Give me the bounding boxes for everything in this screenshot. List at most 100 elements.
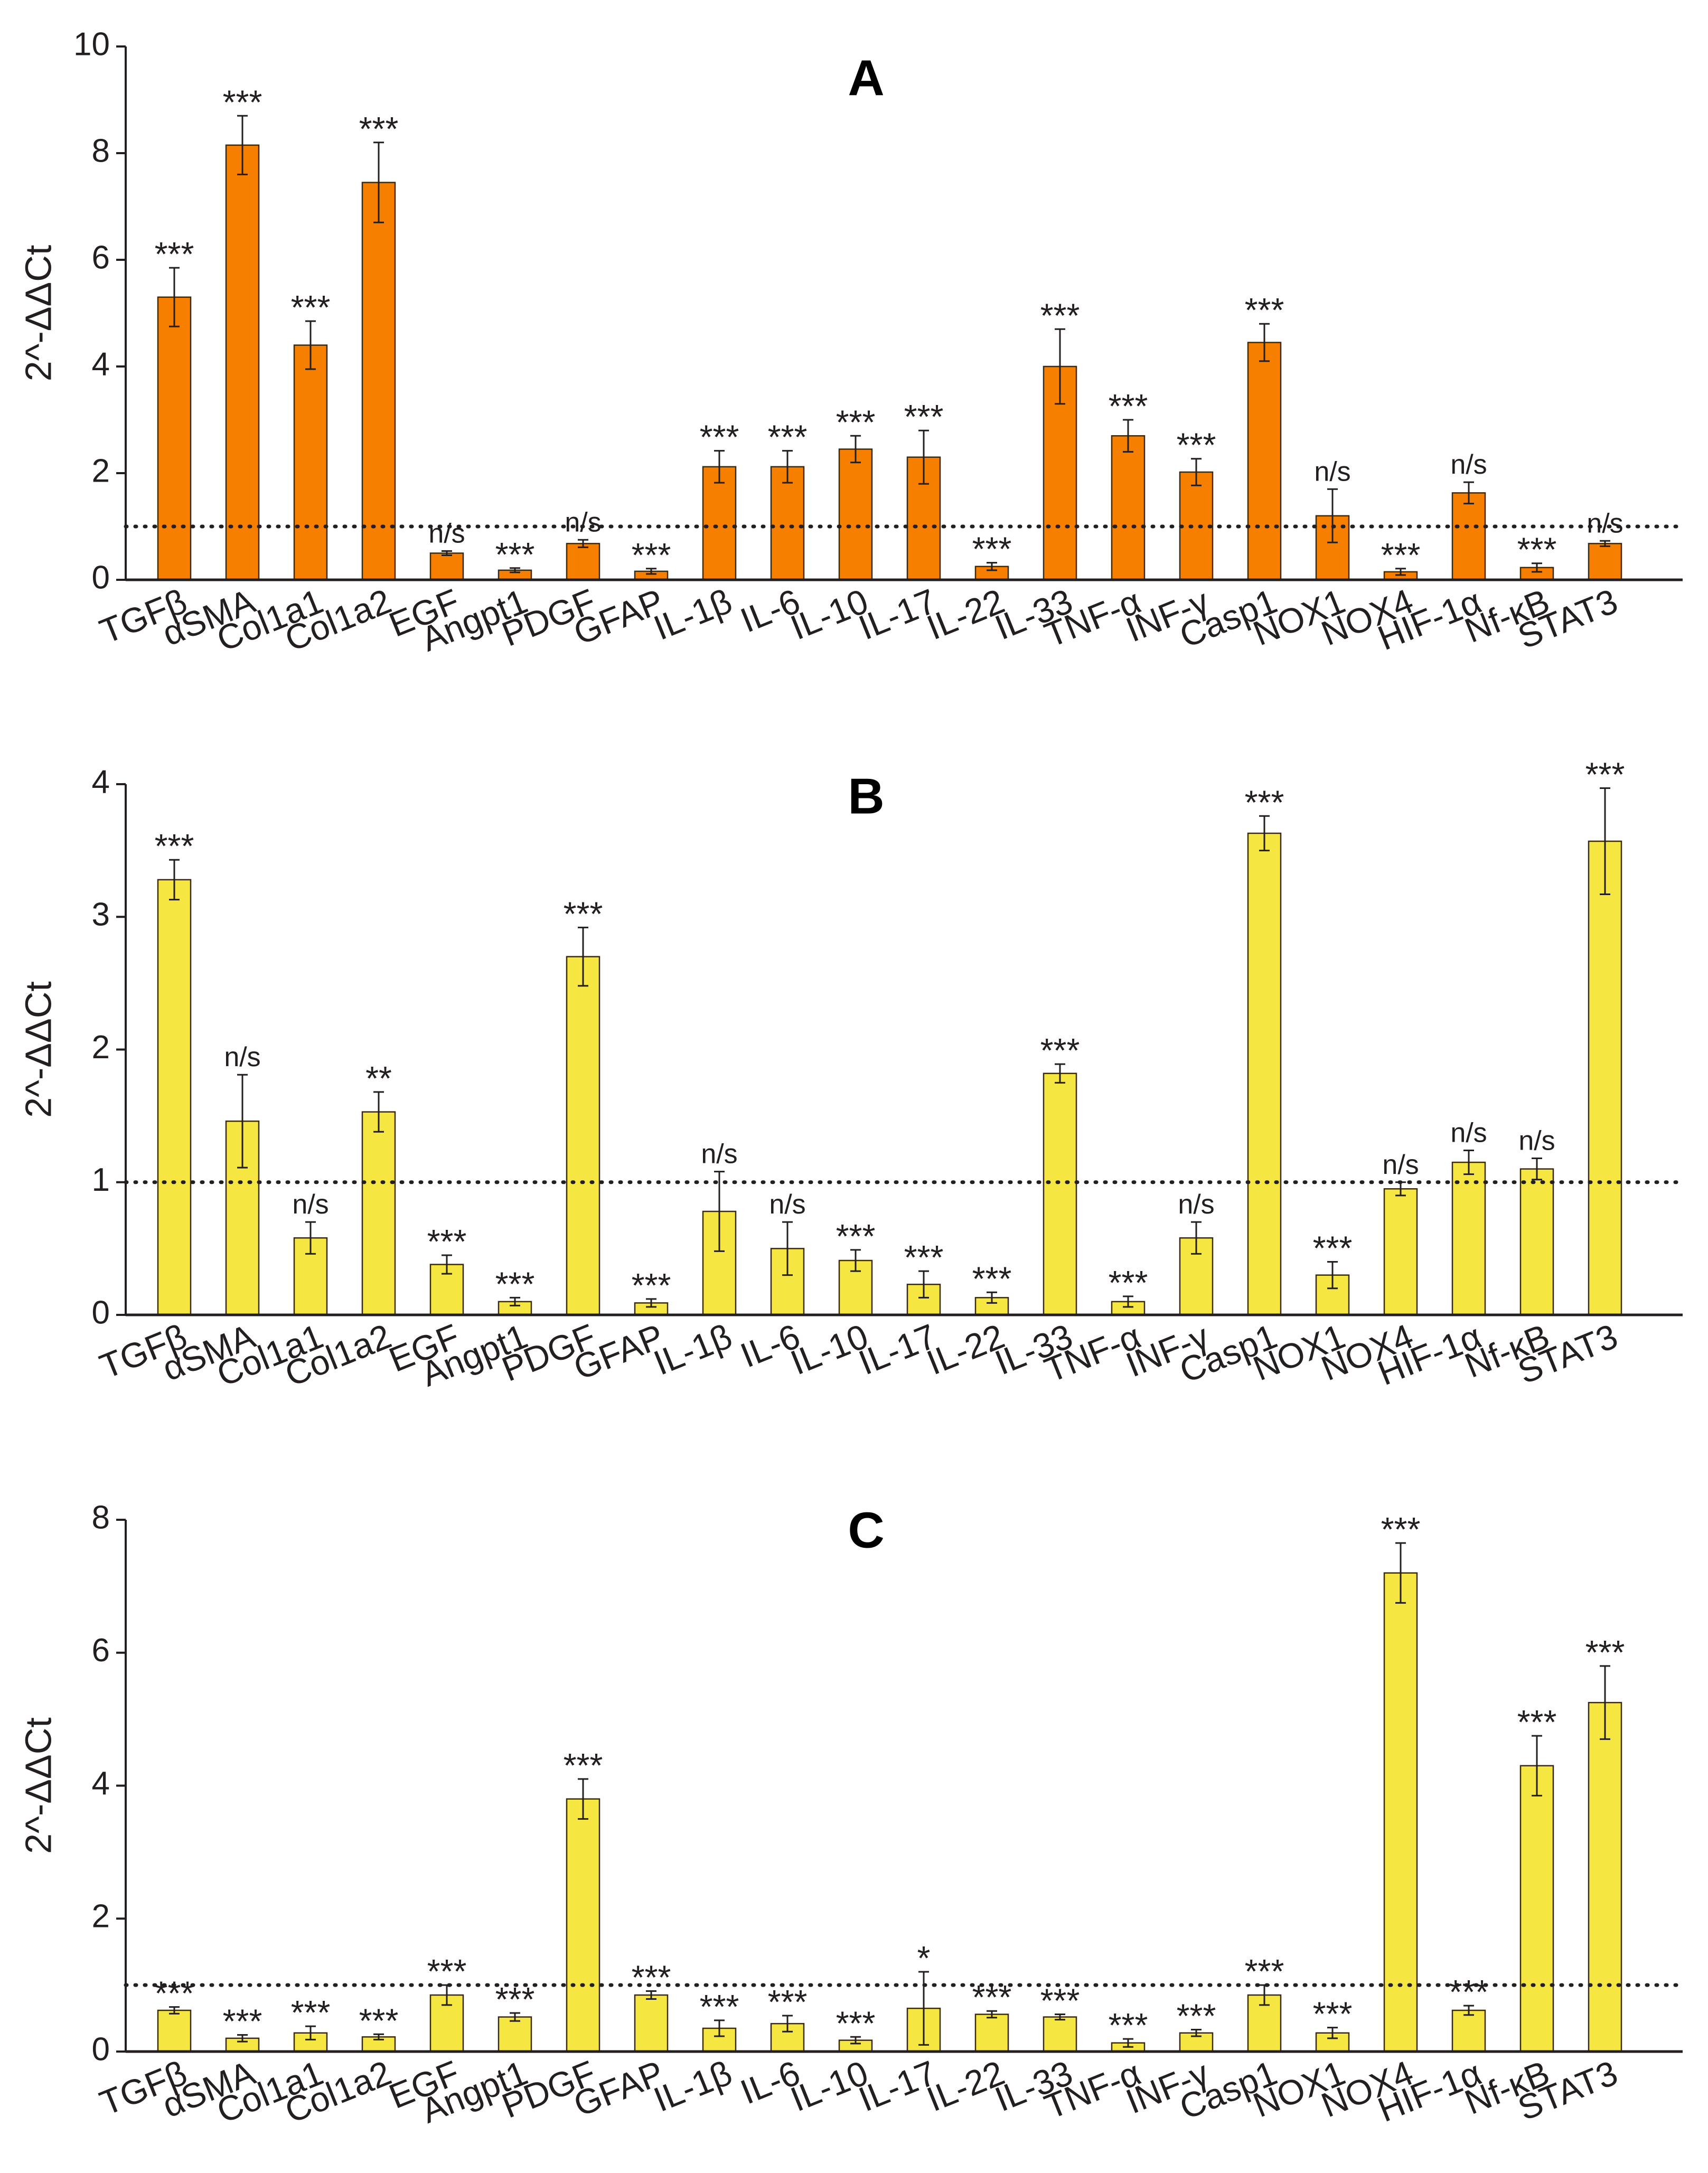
bar	[838, 448, 873, 581]
y-tick-label: 8	[92, 133, 110, 169]
bar	[770, 466, 805, 581]
y-tick-label: 3	[92, 897, 110, 933]
significance-label: ***	[1245, 291, 1284, 329]
significance-label: ***	[700, 418, 739, 456]
y-tick-label: 4	[92, 764, 110, 800]
bar	[1588, 1701, 1622, 2053]
significance-label: ***	[632, 1958, 671, 1996]
significance-label: n/s	[1178, 1189, 1214, 1220]
significance-label: ***	[768, 1983, 808, 2021]
significance-label: ***	[1177, 426, 1216, 464]
bar	[1247, 342, 1282, 581]
panel-b: B2^-ΔΔCt01234***TGFβn/sαSMAn/sCol1a1**Co…	[17, 756, 1685, 1394]
bar	[1043, 2016, 1077, 2053]
bar	[974, 2014, 1009, 2053]
significance-label: ***	[1585, 756, 1625, 794]
significance-label: n/s	[769, 1189, 805, 1220]
significance-label: ***	[1040, 1031, 1080, 1069]
y-tick-label: 10	[73, 26, 110, 62]
significance-label: ***	[155, 827, 194, 865]
bar	[1179, 471, 1214, 581]
significance-label: ***	[1313, 1995, 1353, 2033]
bar	[361, 1111, 396, 1316]
significance-label: ***	[1585, 1633, 1625, 1671]
bar	[566, 1798, 600, 2053]
bar	[1588, 840, 1622, 1316]
significance-label: ***	[1517, 1703, 1557, 1741]
y-axis-label: 2^-ΔΔCt	[17, 245, 59, 382]
significance-label: ***	[427, 1222, 467, 1260]
significance-label: ***	[359, 2001, 399, 2039]
significance-label: ***	[972, 1259, 1012, 1297]
significance-label: ***	[291, 288, 331, 326]
significance-label: ***	[564, 895, 603, 933]
x-tick-label: IL-1β	[648, 2053, 737, 2119]
bar	[1519, 1168, 1554, 1316]
significance-label: n/s	[565, 507, 601, 538]
significance-label: ***	[768, 418, 808, 456]
significance-label: ***	[1109, 1264, 1148, 1302]
bar	[702, 466, 737, 581]
bar	[1451, 1161, 1486, 1316]
y-tick-label: 6	[92, 1632, 110, 1669]
y-tick-label: 4	[92, 346, 110, 382]
x-tick-label: IL-1β	[648, 581, 737, 647]
y-tick-label: 1	[92, 1162, 110, 1198]
bar	[1043, 1073, 1077, 1316]
bar	[1383, 1188, 1418, 1316]
significance-label: ***	[223, 2002, 262, 2040]
significance-label: ***	[291, 1993, 331, 2031]
significance-label: ***	[972, 530, 1012, 568]
y-axis-label: 2^-ΔΔCt	[17, 1717, 59, 1854]
significance-label: ***	[632, 536, 671, 574]
bar	[566, 956, 600, 1316]
bar	[1111, 435, 1146, 581]
significance-label: n/s	[1314, 456, 1350, 487]
y-tick-label: 2	[92, 1029, 110, 1066]
significance-label: ***	[495, 535, 535, 573]
bar	[566, 543, 600, 581]
significance-label: ***	[1040, 296, 1080, 334]
significance-label: ***	[1040, 1982, 1080, 2020]
panel-title: A	[848, 50, 884, 106]
bar	[1383, 1572, 1418, 2053]
y-tick-label: 2	[92, 1898, 110, 1935]
bar	[1588, 543, 1622, 581]
panel-a: A2^-ΔΔCt0246810***TGFβ***αSMA***Col1a1**…	[17, 26, 1685, 659]
bar	[498, 2016, 532, 2053]
significance-label: ***	[155, 235, 194, 273]
y-tick-label: 2	[92, 453, 110, 489]
significance-label: ***	[632, 1266, 671, 1304]
significance-label: *	[917, 1939, 931, 1977]
significance-label: n/s	[224, 1042, 260, 1073]
significance-label: n/s	[1587, 508, 1623, 539]
significance-label: n/s	[428, 518, 465, 549]
significance-label: ***	[1381, 536, 1421, 574]
significance-label: n/s	[1450, 1117, 1487, 1148]
significance-label: n/s	[1518, 1126, 1555, 1156]
x-tick-label: IL-1β	[648, 1316, 737, 1382]
significance-label: ***	[155, 1974, 194, 2012]
significance-label: ***	[1449, 1973, 1489, 2011]
significance-label: ***	[223, 83, 262, 121]
significance-label: n/s	[292, 1189, 329, 1220]
y-tick-label: 8	[92, 1499, 110, 1536]
bar	[1451, 492, 1486, 581]
bar	[157, 296, 192, 581]
bar	[157, 2009, 192, 2053]
significance-label: n/s	[1382, 1150, 1419, 1180]
y-tick-label: 6	[92, 239, 110, 276]
significance-label: ***	[904, 1238, 944, 1276]
significance-label: n/s	[701, 1139, 737, 1170]
significance-label: ***	[700, 1988, 739, 2026]
significance-label: ***	[836, 1217, 876, 1255]
significance-label: ***	[495, 1265, 535, 1303]
significance-label: ***	[1109, 2006, 1148, 2044]
significance-label: ***	[359, 110, 399, 148]
y-axis-label: 2^-ΔΔCt	[17, 981, 59, 1118]
significance-label: ***	[836, 2004, 876, 2042]
y-tick-label: 0	[92, 1294, 110, 1331]
bar	[293, 344, 328, 581]
bar	[225, 144, 260, 581]
